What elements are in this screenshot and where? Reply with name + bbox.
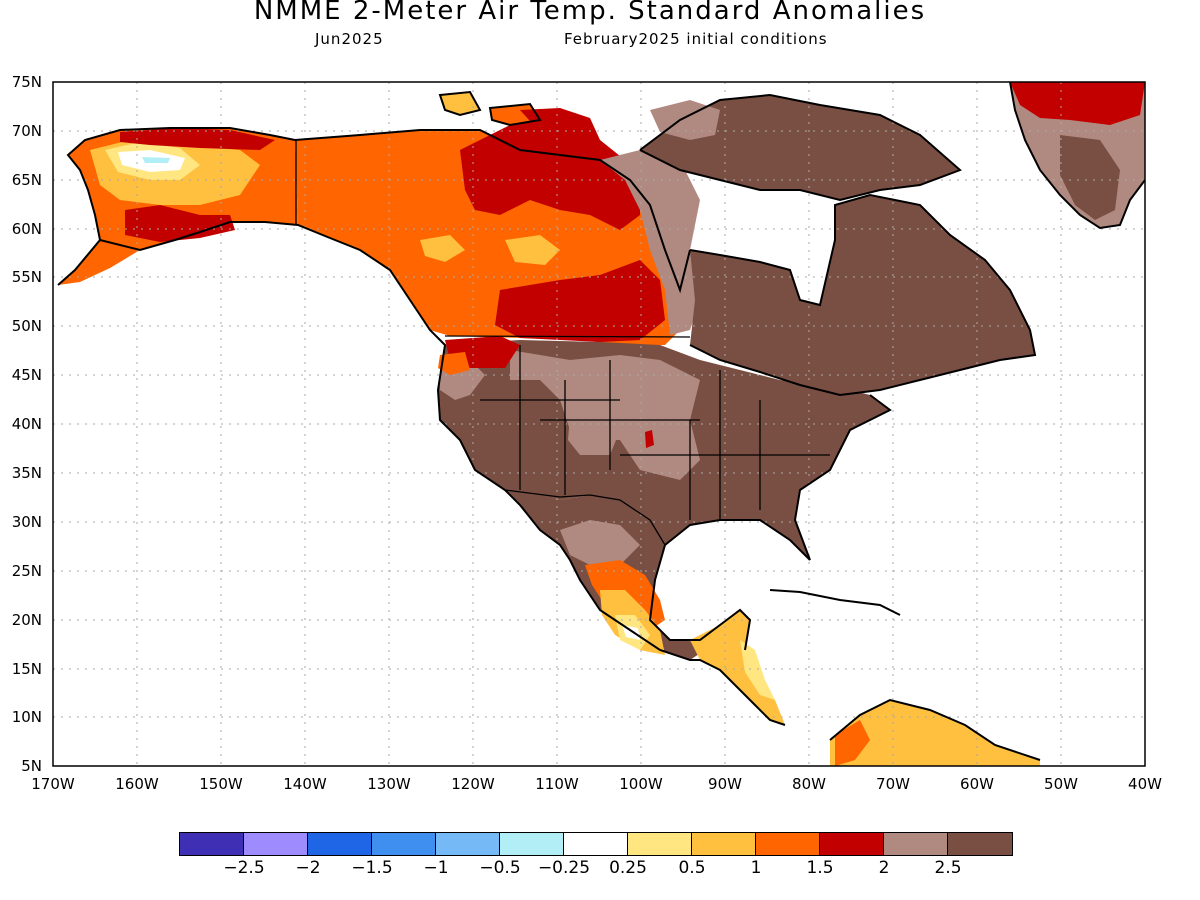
forecast-month: Jun2025 bbox=[315, 30, 384, 48]
colorbar-swatch bbox=[820, 833, 884, 855]
lon-label: 140W bbox=[283, 775, 327, 793]
lat-label: 5N bbox=[21, 757, 42, 775]
region-eastern-canada bbox=[690, 195, 1035, 395]
canada-arctic-brown bbox=[640, 95, 960, 200]
greenland-dark bbox=[1060, 135, 1120, 220]
lat-label: 10N bbox=[11, 708, 42, 726]
lon-label: 70W bbox=[876, 775, 910, 793]
colorbar-swatch bbox=[500, 833, 564, 855]
lat-label: 50N bbox=[11, 317, 42, 335]
lat-label: 40N bbox=[11, 415, 42, 433]
region-south-america bbox=[830, 700, 1040, 766]
colorbar-label: −2.5 bbox=[223, 858, 265, 878]
us-small-red bbox=[645, 430, 654, 448]
colorbar-label: 1 bbox=[750, 858, 762, 878]
lon-label: 160W bbox=[115, 775, 159, 793]
central-america-pale bbox=[740, 640, 775, 700]
lat-label: 60N bbox=[11, 220, 42, 238]
lat-label: 65N bbox=[11, 171, 42, 189]
colorbar-swatch bbox=[308, 833, 372, 855]
colorbar-label: 2.5 bbox=[934, 858, 962, 878]
colorbar-label: −0.25 bbox=[537, 858, 591, 878]
colorbar-swatch bbox=[692, 833, 756, 855]
political-borders bbox=[295, 140, 830, 546]
greenland-red bbox=[1010, 82, 1145, 125]
canada-yellow-3 bbox=[440, 92, 480, 115]
alaska-red-sw bbox=[125, 205, 235, 242]
coastlines bbox=[57, 82, 1145, 761]
region-central-america bbox=[690, 610, 785, 725]
us-light-brown-sw bbox=[568, 410, 620, 455]
initial-conditions: February2025 initial conditions bbox=[564, 30, 828, 48]
lat-label: 25N bbox=[11, 562, 42, 580]
colorbar-label: 0.5 bbox=[678, 858, 706, 878]
canada-red-arctic bbox=[520, 108, 600, 140]
lat-label: 55N bbox=[11, 268, 42, 286]
mexico-light-brown bbox=[560, 520, 640, 565]
lat-label: 35N bbox=[11, 464, 42, 482]
colorbar-label: 0.25 bbox=[609, 858, 647, 878]
lon-label: 80W bbox=[792, 775, 826, 793]
canada-brown-transition bbox=[600, 150, 700, 335]
lon-label: 50W bbox=[1044, 775, 1078, 793]
canada-yellow-1 bbox=[505, 235, 560, 265]
us-pnw-orange bbox=[438, 352, 470, 375]
colorbar-swatch bbox=[948, 833, 1012, 855]
colorbar-swatch bbox=[628, 833, 692, 855]
lon-label: 150W bbox=[199, 775, 243, 793]
lat-label: 20N bbox=[11, 611, 42, 629]
lat-label: 70N bbox=[11, 122, 42, 140]
map-frame bbox=[52, 81, 1146, 767]
colorbar-label: −0.5 bbox=[479, 858, 521, 878]
lat-label: 15N bbox=[11, 660, 42, 678]
graticule bbox=[53, 82, 1145, 766]
alaska-cyan bbox=[142, 157, 170, 163]
colorbar-swatch bbox=[372, 833, 436, 855]
colorbar-swatch bbox=[180, 833, 244, 855]
lon-label: 130W bbox=[367, 775, 411, 793]
alaska-red-n bbox=[120, 128, 275, 150]
colorbar-label: 2 bbox=[878, 858, 890, 878]
colorbar-label: −2 bbox=[295, 858, 321, 878]
colorbar-swatch bbox=[564, 833, 628, 855]
lat-label: 30N bbox=[11, 513, 42, 531]
colorbar-label: −1.5 bbox=[351, 858, 393, 878]
lon-label: 110W bbox=[535, 775, 579, 793]
colorbar-swatch bbox=[436, 833, 500, 855]
south-america-orange bbox=[835, 720, 870, 766]
lon-label: 100W bbox=[619, 775, 663, 793]
lon-label: 170W bbox=[31, 775, 75, 793]
lon-label: 40W bbox=[1128, 775, 1162, 793]
canada-red-north bbox=[460, 120, 640, 230]
canada-yellow-2 bbox=[420, 235, 465, 262]
colorbar-label: 1.5 bbox=[806, 858, 834, 878]
lat-label: 75N bbox=[11, 73, 42, 91]
colorbar-swatch bbox=[244, 833, 308, 855]
colorbar bbox=[179, 832, 1013, 856]
lon-label: 120W bbox=[451, 775, 495, 793]
canada-orange-arctic bbox=[490, 104, 540, 125]
lon-label: 60W bbox=[960, 775, 994, 793]
colorbar-label: −1 bbox=[423, 858, 449, 878]
lat-label: 45N bbox=[11, 366, 42, 384]
map-title: NMME 2-Meter Air Temp. Standard Anomalie… bbox=[253, 0, 927, 26]
lon-label: 90W bbox=[708, 775, 742, 793]
canada-red-central bbox=[495, 260, 665, 342]
colorbar-swatch bbox=[756, 833, 820, 855]
colorbar-swatch bbox=[884, 833, 948, 855]
